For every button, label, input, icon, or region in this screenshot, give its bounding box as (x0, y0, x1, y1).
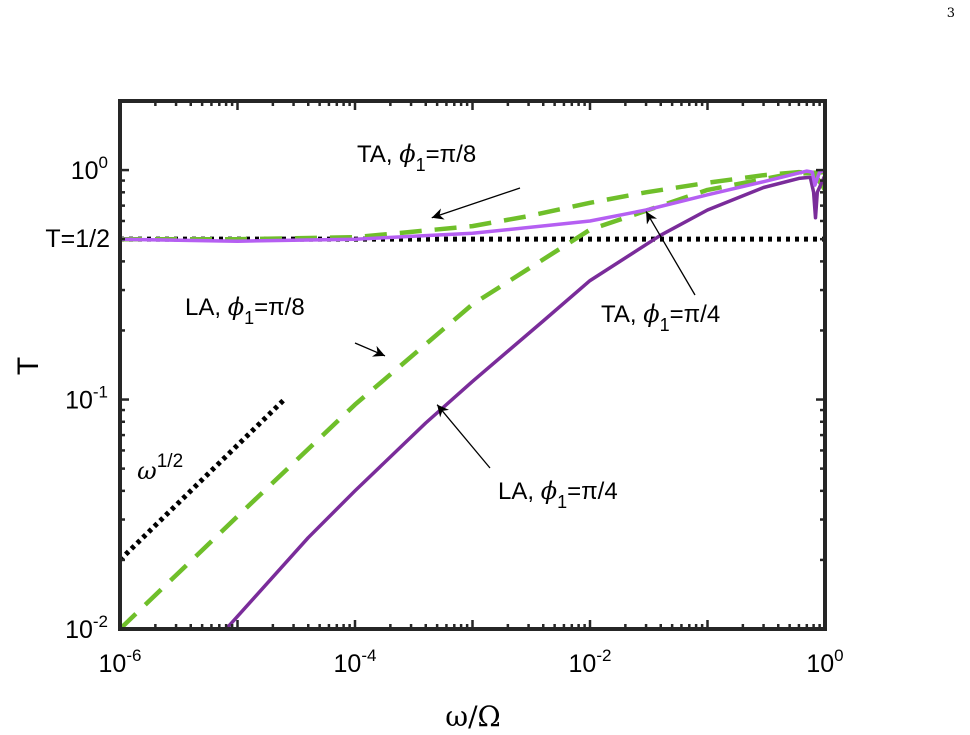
y-tick-label: 10-1 (65, 383, 108, 415)
annotation-arrow (436, 404, 491, 469)
plot-content (120, 168, 825, 629)
annotation-arrow (354, 342, 386, 357)
series-line-la-pi8 (120, 169, 825, 629)
page-number: 3 (947, 6, 955, 21)
tick-labels: 10-6 10-4 10-2 100 10-2 10-1 100 T=1/2 (45, 153, 843, 678)
slope-guide-line (120, 397, 287, 562)
annotation-arrow (645, 211, 696, 296)
x-axis-label: ω/Ω (445, 700, 500, 733)
annotation-ta-pi4: TA, ϕ1=π/4 (601, 300, 720, 335)
series-line-ta-pi4 (120, 168, 825, 243)
annotation-la-pi8: LA, ϕ1=π/8 (185, 293, 305, 328)
annotation-arrow (431, 187, 521, 220)
series-line-ta-pi8 (120, 169, 825, 242)
slope-guide-label: ω1/2 (137, 451, 183, 485)
x-tick-label: 10-4 (334, 646, 377, 678)
x-tick-label: 100 (806, 646, 843, 678)
x-tick-label: 10-6 (99, 646, 142, 678)
annotation-ta-pi8: TA, ϕ1=π/8 (357, 140, 476, 175)
x-tick-label: 10-2 (569, 646, 612, 678)
reference-line-label: T=1/2 (45, 225, 110, 253)
y-tick-label: 10-2 (65, 612, 108, 644)
y-axis-label: T (12, 357, 45, 375)
series-line-la-pi4 (224, 174, 825, 629)
plot-frame (118, 99, 827, 631)
annotations: ω1/2 TA, ϕ1=π/8 LA, ϕ1=π/8 TA, ϕ1=π/4 LA, ϕ1… (137, 140, 720, 512)
annotation-la-pi4: LA, ϕ1=π/4 (498, 477, 618, 512)
y-tick-label: 100 (71, 153, 108, 185)
